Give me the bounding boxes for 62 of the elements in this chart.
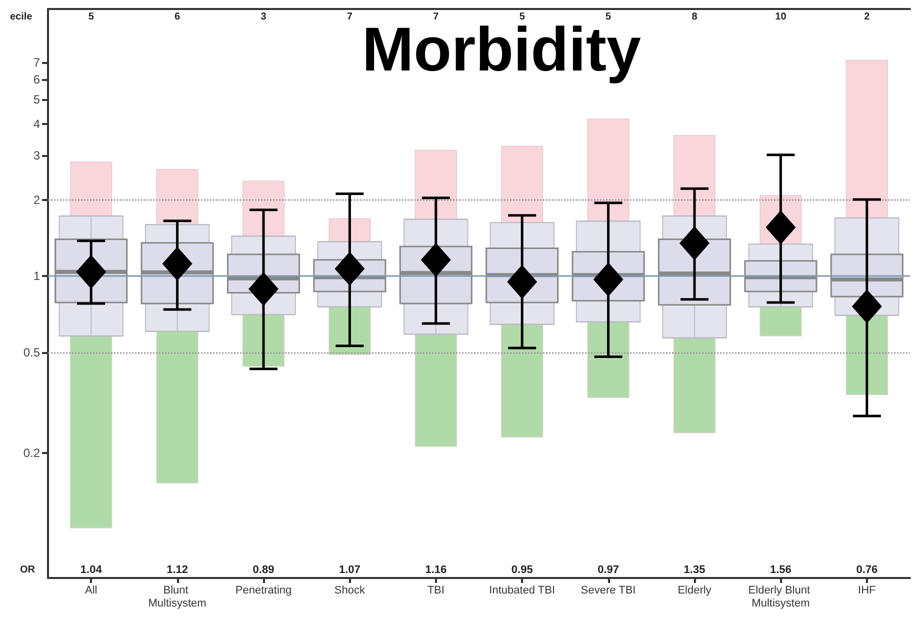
annotation: 0.97	[598, 564, 620, 576]
annotation: 7	[433, 12, 440, 22]
annotation: 1.56	[770, 564, 792, 576]
bar	[242, 180, 284, 236]
annotation: 5	[606, 12, 612, 22]
bar	[846, 60, 888, 218]
annotation: 1.07	[338, 564, 360, 576]
point	[852, 289, 882, 324]
bar	[587, 322, 630, 398]
y-tick-label: 7	[33, 56, 40, 70]
annotation: 7	[346, 12, 353, 22]
point	[680, 226, 710, 260]
x-tick-label: Blunt Multisystem	[148, 584, 206, 610]
text: ecile	[10, 12, 33, 22]
bar	[70, 336, 112, 528]
annotation: 2	[864, 12, 870, 22]
annotation: 5	[88, 12, 94, 22]
annotation: 6	[174, 12, 181, 22]
y-tick-label: 0.2	[23, 446, 40, 460]
annotation: 5	[519, 12, 526, 22]
bar	[156, 168, 198, 225]
text: OR	[20, 564, 36, 576]
y-tick-label: 3	[33, 148, 40, 163]
bar	[328, 218, 371, 242]
bar	[587, 118, 630, 222]
annotation: 10	[775, 12, 787, 22]
annotation: 1.16	[425, 564, 447, 576]
x-tick-label: Elderly	[678, 584, 712, 596]
x-tick-label: Penetrating	[235, 584, 292, 596]
bar	[70, 162, 112, 216]
y-tick-label: 2	[33, 193, 40, 208]
annotation: 0.89	[252, 564, 274, 576]
bar	[242, 314, 284, 367]
annotation: 3	[260, 12, 267, 22]
y-tick-label: 0.5	[23, 345, 40, 360]
bar	[846, 315, 888, 395]
x-tick-label: Elderly Blunt Multisystem	[748, 584, 814, 610]
bar	[414, 150, 457, 220]
annotation: 0.76	[856, 564, 878, 576]
bar	[328, 306, 371, 355]
x-tick-label: Intubated TBI	[489, 584, 556, 596]
bar	[501, 324, 544, 438]
bar	[156, 331, 198, 484]
x-tick-label: TBI	[427, 584, 444, 596]
annotation: 1.35	[684, 564, 706, 576]
annotation: 1.12	[166, 564, 188, 576]
bar	[501, 146, 544, 223]
bar	[674, 338, 716, 434]
bar	[760, 306, 802, 336]
annotation: 8	[692, 12, 698, 22]
x-tick-label: IHF	[858, 584, 876, 596]
x-tick-label: Severe TBI	[580, 584, 636, 596]
annotation: 1.04	[80, 564, 103, 576]
y-tick-label: 1	[33, 269, 40, 284]
annotation: 0.95	[511, 564, 533, 576]
bar	[674, 134, 716, 216]
bar	[414, 334, 457, 447]
y-tick-label: 4	[33, 116, 40, 131]
x-tick-label: Shock	[334, 584, 366, 596]
y-tick-label: 5	[33, 92, 40, 106]
x-tick-label: All	[84, 584, 98, 596]
y-tick-label: 6	[33, 72, 40, 86]
